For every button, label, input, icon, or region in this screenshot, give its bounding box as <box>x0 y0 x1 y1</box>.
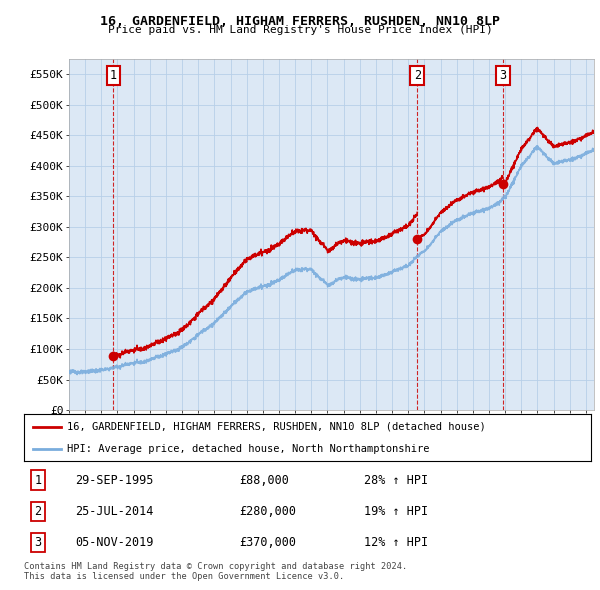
Text: 25-JUL-2014: 25-JUL-2014 <box>75 505 154 518</box>
Text: HPI: Average price, detached house, North Northamptonshire: HPI: Average price, detached house, Nort… <box>67 444 429 454</box>
Text: 3: 3 <box>499 69 506 82</box>
Text: 16, GARDENFIELD, HIGHAM FERRERS, RUSHDEN, NN10 8LP: 16, GARDENFIELD, HIGHAM FERRERS, RUSHDEN… <box>100 15 500 28</box>
Text: 1: 1 <box>110 69 117 82</box>
Text: 05-NOV-2019: 05-NOV-2019 <box>75 536 154 549</box>
Text: 3: 3 <box>35 536 42 549</box>
Text: 19% ↑ HPI: 19% ↑ HPI <box>364 505 428 518</box>
Text: 12% ↑ HPI: 12% ↑ HPI <box>364 536 428 549</box>
Text: £370,000: £370,000 <box>239 536 296 549</box>
Text: £280,000: £280,000 <box>239 505 296 518</box>
Text: 2: 2 <box>35 505 42 518</box>
Text: Contains HM Land Registry data © Crown copyright and database right 2024.
This d: Contains HM Land Registry data © Crown c… <box>24 562 407 581</box>
Text: £88,000: £88,000 <box>239 474 289 487</box>
Text: 29-SEP-1995: 29-SEP-1995 <box>75 474 154 487</box>
Text: 28% ↑ HPI: 28% ↑ HPI <box>364 474 428 487</box>
Text: 16, GARDENFIELD, HIGHAM FERRERS, RUSHDEN, NN10 8LP (detached house): 16, GARDENFIELD, HIGHAM FERRERS, RUSHDEN… <box>67 422 485 432</box>
Text: 2: 2 <box>414 69 421 82</box>
Text: 1: 1 <box>35 474 42 487</box>
Text: Price paid vs. HM Land Registry's House Price Index (HPI): Price paid vs. HM Land Registry's House … <box>107 25 493 35</box>
